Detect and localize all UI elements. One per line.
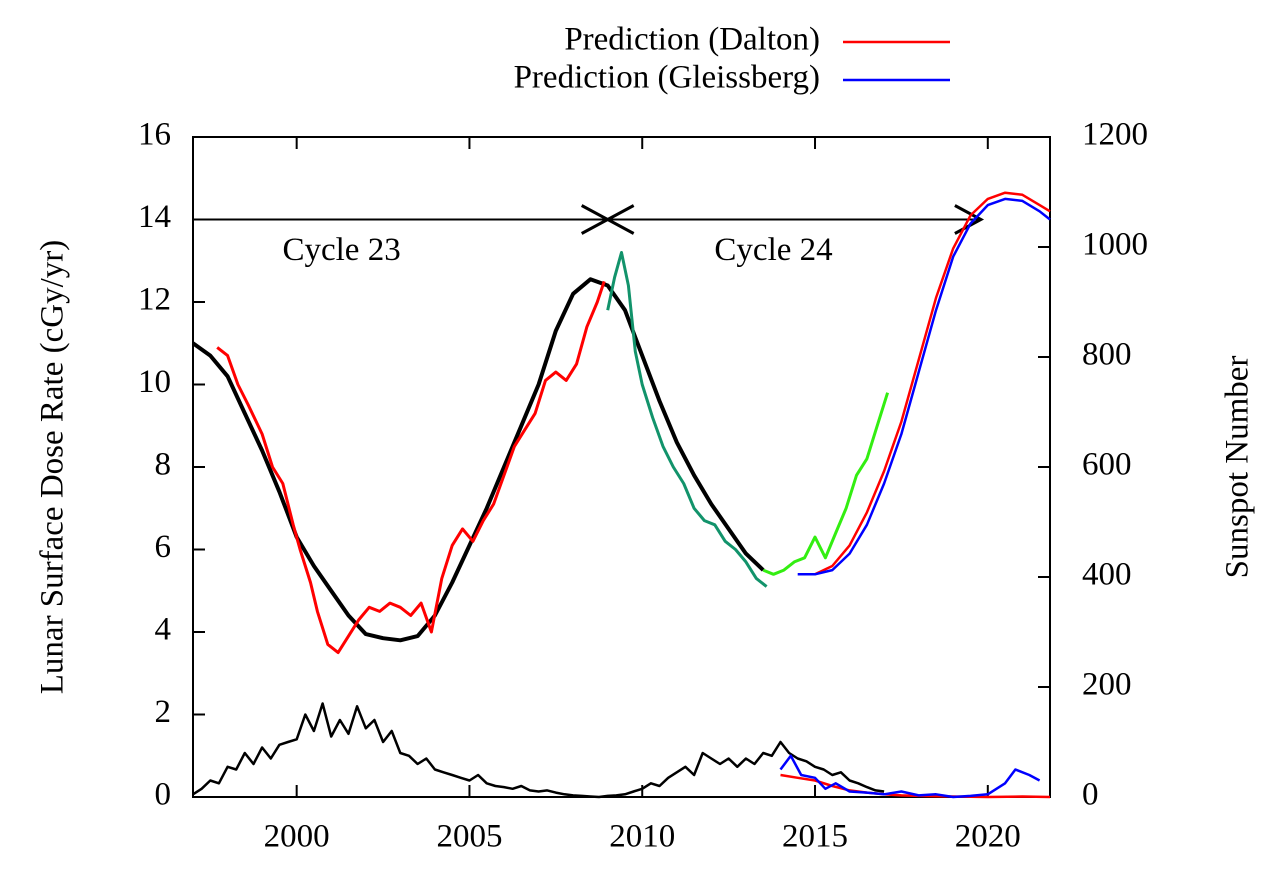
- series-line: [797, 197, 1051, 576]
- y-tick-label: 2: [155, 694, 172, 730]
- y-axis-label: Lunar Surface Dose Rate (cGy/yr): [35, 240, 71, 694]
- series-line: [814, 191, 1051, 576]
- y-tick-label: 0: [155, 777, 172, 813]
- y2-tick-label: 600: [1082, 447, 1132, 483]
- y2-tick-label: 200: [1082, 667, 1132, 703]
- series-line: [779, 754, 1041, 799]
- y2-tick-label: 1200: [1082, 117, 1148, 153]
- y2-tick-label: 0: [1082, 777, 1099, 813]
- y2-axis-label: Sunspot Number: [1220, 356, 1256, 579]
- series-line: [216, 280, 606, 655]
- annotation: Cycle 23: [282, 232, 400, 268]
- y2-tick-label: 1000: [1082, 227, 1148, 263]
- annotation: Cycle 24: [714, 232, 832, 268]
- legend-label: Prediction (Dalton): [564, 22, 820, 58]
- y2-tick-label: 400: [1082, 557, 1132, 593]
- series-line: [192, 702, 885, 799]
- x-tick-label: 2000: [264, 819, 330, 855]
- y-tick-label: 8: [155, 447, 172, 483]
- x-tick-label: 2015: [782, 819, 848, 855]
- x-tick-label: 2020: [955, 819, 1021, 855]
- y-tick-label: 14: [138, 199, 171, 235]
- y-tick-label: 6: [155, 529, 172, 565]
- series-line: [762, 392, 890, 576]
- y2-tick-label: 800: [1082, 337, 1132, 373]
- y-tick-label: 12: [138, 282, 171, 318]
- series-line: [191, 277, 765, 643]
- y-tick-label: 10: [138, 364, 171, 400]
- series-line: [606, 251, 768, 588]
- x-tick-label: 2010: [609, 819, 675, 855]
- y-tick-label: 4: [155, 612, 172, 648]
- y-tick-label: 16: [138, 117, 171, 153]
- arrow-head: [604, 204, 635, 235]
- legend-label: Prediction (Gleissberg): [514, 60, 820, 96]
- x-tick-label: 2005: [436, 819, 502, 855]
